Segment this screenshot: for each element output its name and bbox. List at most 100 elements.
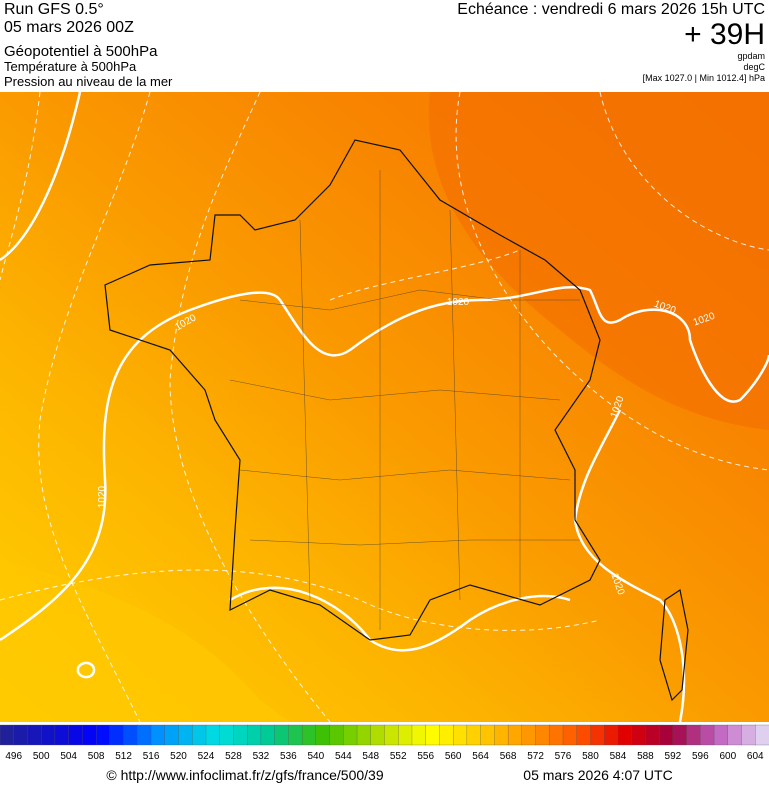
colorbar-cell <box>480 724 495 746</box>
colorbar-label: 524 <box>198 751 215 762</box>
colorbar-cell <box>521 724 537 746</box>
field-main: Géopotentiel à 500hPa <box>4 43 158 60</box>
valid-time: Echéance : vendredi 6 mars 2026 15h UTC <box>457 1 765 18</box>
colorbar-cell <box>398 724 413 746</box>
colorbar-cell <box>82 724 97 746</box>
colorbar-label: 520 <box>170 751 187 762</box>
colorbar-label: 528 <box>225 751 242 762</box>
footer: © http://www.infoclimat.fr/z/gfs/france/… <box>106 767 672 783</box>
colorbar-label: 536 <box>280 751 297 762</box>
colorbar-cell <box>741 724 756 746</box>
colorbar-cell <box>631 724 646 746</box>
colorbar-label: 560 <box>445 751 462 762</box>
colorbar-cell <box>700 724 715 746</box>
run-date: 05 mars 2026 00Z <box>4 19 134 36</box>
dashed-isotherms <box>0 91 769 723</box>
colorbar-cell <box>590 724 605 746</box>
colorbar-label: 604 <box>747 751 764 762</box>
colorbar-cell <box>453 724 468 746</box>
colorbar-cell <box>109 724 125 746</box>
colorbar-cell <box>192 724 207 746</box>
colorbar-label: 544 <box>335 751 352 762</box>
colorbar-cell <box>466 724 482 746</box>
colorbar-label: 512 <box>115 751 132 762</box>
colorbar-cell <box>370 724 385 746</box>
colorbar-cell <box>233 724 248 746</box>
colorbar-cell <box>301 724 317 746</box>
colorbar-cell <box>672 724 688 746</box>
colorbar-cell <box>315 724 331 746</box>
colorbar-cell <box>535 724 550 746</box>
colorbar-label: 556 <box>417 751 434 762</box>
colorbar-cell <box>658 724 674 746</box>
colorbar-cell <box>260 724 276 746</box>
colorbar-cell <box>329 724 344 746</box>
footer-url[interactable]: © http://www.infoclimat.fr/z/gfs/france/… <box>106 767 383 783</box>
warm-zone <box>0 560 290 722</box>
lead-time: + 39H <box>684 18 765 51</box>
colorbar-label: 600 <box>719 751 736 762</box>
colorbar-label: 568 <box>500 751 517 762</box>
colorbar-label: 540 <box>307 751 324 762</box>
colorbar-cell <box>604 724 619 746</box>
colorbar-label: 548 <box>362 751 379 762</box>
colorbar-cell <box>27 724 42 746</box>
colorbar-label: 584 <box>610 751 627 762</box>
colorbar-label: 508 <box>88 751 105 762</box>
colorbar-label: 592 <box>665 751 682 762</box>
colorbar-cell <box>576 724 591 746</box>
colorbar-cell <box>713 724 729 746</box>
colorbar-cell <box>755 724 769 746</box>
colorbar-cell <box>68 724 83 746</box>
colorbar-label: 500 <box>33 751 50 762</box>
colorbar-cell <box>54 724 70 746</box>
colorbar-cell <box>150 724 166 746</box>
colorbar-cell <box>95 724 111 746</box>
colorbar-cell <box>274 724 289 746</box>
colorbar-label: 496 <box>5 751 22 762</box>
colorbar-label: 580 <box>582 751 599 762</box>
colorbar-label: 588 <box>637 751 654 762</box>
field-temp: Température à 500hPa <box>4 59 137 74</box>
colorbar-label: 532 <box>253 751 270 762</box>
colorbar-cell <box>164 724 179 746</box>
colorbar-cell <box>343 724 358 746</box>
colorbar-cell <box>686 724 701 746</box>
unit-temp: degC <box>743 62 765 72</box>
colorbar: 496 500 504 508 512 516 520 524 528 532 536 540 544 5… <box>0 724 769 762</box>
run: Run GFS 0.5° <box>4 1 104 18</box>
colorbar-label: 572 <box>527 751 544 762</box>
colorbar-cell <box>425 724 440 746</box>
colorbar-cell <box>384 724 399 746</box>
colorbar-label: 504 <box>60 751 77 762</box>
france-outline <box>104 139 689 702</box>
colorbar-cell <box>288 724 303 746</box>
colorbar-label: 596 <box>692 751 709 762</box>
footer-date: 05 mars 2026 4:07 UTC <box>523 767 672 783</box>
colorbar-label: 564 <box>472 751 489 762</box>
colorbar-label: 552 <box>390 751 407 762</box>
colorbar-cell <box>507 724 523 746</box>
cold-zone <box>428 92 769 430</box>
colorbar-label: 516 <box>143 751 160 762</box>
colorbar-cell <box>137 724 152 746</box>
colorbar-cell <box>645 724 660 746</box>
colorbar-label: 576 <box>555 751 572 762</box>
colorbar-cell <box>41 724 56 746</box>
colorbar-cell <box>123 724 138 746</box>
colorbar-cell <box>247 724 262 746</box>
colorbar-cell <box>617 724 633 746</box>
colorbar-cell <box>13 724 28 746</box>
isobar-label: 1020 <box>97 485 108 508</box>
colorbar-cell <box>727 724 742 746</box>
colorbar-cell <box>178 724 193 746</box>
colorbar-cell <box>549 724 564 746</box>
unit-geo: gpdam <box>737 51 765 61</box>
header: Run GFS 0.5° 05 mars 2026 00Z Géopotenti… <box>4 1 766 89</box>
pressure-range: [Max 1027.0 | Min 1012.4] hPa <box>643 73 765 83</box>
colorbar-cell <box>411 724 427 746</box>
colorbar-cell <box>562 724 578 746</box>
field-pressure: Pression au niveau de la mer <box>4 74 173 89</box>
colorbar-cell <box>356 724 372 746</box>
